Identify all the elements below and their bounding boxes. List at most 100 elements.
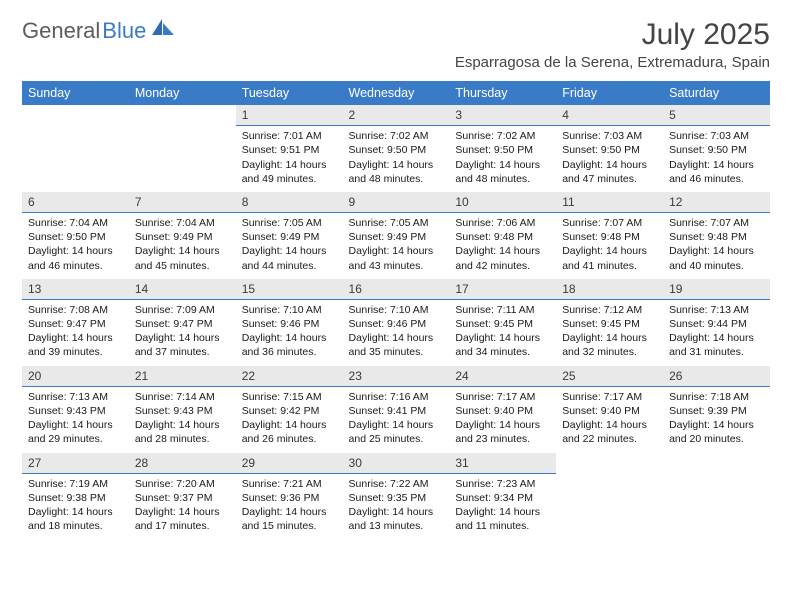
calendar-cell: 21Sunrise: 7:14 AMSunset: 9:43 PMDayligh…: [129, 366, 236, 453]
day-body: Sunrise: 7:06 AMSunset: 9:48 PMDaylight:…: [449, 213, 556, 279]
day-body: Sunrise: 7:03 AMSunset: 9:50 PMDaylight:…: [663, 126, 770, 192]
daylight-text-2: and 35 minutes.: [349, 345, 444, 359]
calendar-cell: 28Sunrise: 7:20 AMSunset: 9:37 PMDayligh…: [129, 453, 236, 540]
calendar-cell: 11Sunrise: 7:07 AMSunset: 9:48 PMDayligh…: [556, 192, 663, 279]
daylight-text-1: Daylight: 14 hours: [242, 244, 337, 258]
daylight-text-1: Daylight: 14 hours: [135, 331, 230, 345]
day-number: 21: [129, 366, 236, 387]
sunrise-text: Sunrise: 7:07 AM: [669, 216, 764, 230]
day-number: 3: [449, 105, 556, 126]
daylight-text-1: Daylight: 14 hours: [28, 418, 123, 432]
calendar-cell: 10Sunrise: 7:06 AMSunset: 9:48 PMDayligh…: [449, 192, 556, 279]
daylight-text-1: Daylight: 14 hours: [562, 331, 657, 345]
sunset-text: Sunset: 9:50 PM: [669, 143, 764, 157]
sunset-text: Sunset: 9:50 PM: [562, 143, 657, 157]
daylight-text-2: and 11 minutes.: [455, 519, 550, 533]
daylight-text-2: and 47 minutes.: [562, 172, 657, 186]
calendar-cell: .: [129, 105, 236, 192]
day-body: Sunrise: 7:19 AMSunset: 9:38 PMDaylight:…: [22, 474, 129, 540]
day-body: Sunrise: 7:18 AMSunset: 9:39 PMDaylight:…: [663, 387, 770, 453]
sunset-text: Sunset: 9:48 PM: [669, 230, 764, 244]
sunrise-text: Sunrise: 7:19 AM: [28, 477, 123, 491]
day-number: 10: [449, 192, 556, 213]
daylight-text-2: and 36 minutes.: [242, 345, 337, 359]
calendar-cell: 6Sunrise: 7:04 AMSunset: 9:50 PMDaylight…: [22, 192, 129, 279]
sunset-text: Sunset: 9:50 PM: [455, 143, 550, 157]
sunrise-text: Sunrise: 7:02 AM: [455, 129, 550, 143]
daylight-text-1: Daylight: 14 hours: [135, 418, 230, 432]
sunrise-text: Sunrise: 7:08 AM: [28, 303, 123, 317]
calendar-cell: 20Sunrise: 7:13 AMSunset: 9:43 PMDayligh…: [22, 366, 129, 453]
sunset-text: Sunset: 9:49 PM: [349, 230, 444, 244]
sunset-text: Sunset: 9:41 PM: [349, 404, 444, 418]
day-number: 12: [663, 192, 770, 213]
sunset-text: Sunset: 9:45 PM: [562, 317, 657, 331]
daylight-text-2: and 29 minutes.: [28, 432, 123, 446]
day-body: Sunrise: 7:01 AMSunset: 9:51 PMDaylight:…: [236, 126, 343, 192]
day-body: Sunrise: 7:10 AMSunset: 9:46 PMDaylight:…: [343, 300, 450, 366]
day-body: Sunrise: 7:05 AMSunset: 9:49 PMDaylight:…: [236, 213, 343, 279]
calendar-cell: 2Sunrise: 7:02 AMSunset: 9:50 PMDaylight…: [343, 105, 450, 192]
sunrise-text: Sunrise: 7:14 AM: [135, 390, 230, 404]
sunrise-text: Sunrise: 7:15 AM: [242, 390, 337, 404]
sunrise-text: Sunrise: 7:02 AM: [349, 129, 444, 143]
calendar-cell: 16Sunrise: 7:10 AMSunset: 9:46 PMDayligh…: [343, 279, 450, 366]
sunset-text: Sunset: 9:40 PM: [455, 404, 550, 418]
day-body: Sunrise: 7:07 AMSunset: 9:48 PMDaylight:…: [663, 213, 770, 279]
day-body: Sunrise: 7:02 AMSunset: 9:50 PMDaylight:…: [449, 126, 556, 192]
daylight-text-2: and 37 minutes.: [135, 345, 230, 359]
daylight-text-2: and 40 minutes.: [669, 259, 764, 273]
day-number: 2: [343, 105, 450, 126]
sunset-text: Sunset: 9:49 PM: [135, 230, 230, 244]
sunset-text: Sunset: 9:50 PM: [28, 230, 123, 244]
daylight-text-2: and 20 minutes.: [669, 432, 764, 446]
daylight-text-1: Daylight: 14 hours: [242, 331, 337, 345]
calendar-cell: 25Sunrise: 7:17 AMSunset: 9:40 PMDayligh…: [556, 366, 663, 453]
day-number: 24: [449, 366, 556, 387]
day-header: Friday: [556, 81, 663, 105]
day-body: Sunrise: 7:22 AMSunset: 9:35 PMDaylight:…: [343, 474, 450, 540]
day-body: Sunrise: 7:12 AMSunset: 9:45 PMDaylight:…: [556, 300, 663, 366]
daylight-text-1: Daylight: 14 hours: [242, 505, 337, 519]
day-body: Sunrise: 7:13 AMSunset: 9:44 PMDaylight:…: [663, 300, 770, 366]
month-title: July 2025: [455, 18, 770, 52]
daylight-text-2: and 39 minutes.: [28, 345, 123, 359]
logo: GeneralBlue: [22, 18, 176, 44]
sunset-text: Sunset: 9:34 PM: [455, 491, 550, 505]
sunrise-text: Sunrise: 7:01 AM: [242, 129, 337, 143]
daylight-text-1: Daylight: 14 hours: [455, 244, 550, 258]
sunset-text: Sunset: 9:44 PM: [669, 317, 764, 331]
sunrise-text: Sunrise: 7:06 AM: [455, 216, 550, 230]
calendar-cell: 4Sunrise: 7:03 AMSunset: 9:50 PMDaylight…: [556, 105, 663, 192]
calendar-cell: 30Sunrise: 7:22 AMSunset: 9:35 PMDayligh…: [343, 453, 450, 540]
day-number: 18: [556, 279, 663, 300]
day-number: 6: [22, 192, 129, 213]
day-number: 26: [663, 366, 770, 387]
calendar-cell: 3Sunrise: 7:02 AMSunset: 9:50 PMDaylight…: [449, 105, 556, 192]
daylight-text-1: Daylight: 14 hours: [28, 244, 123, 258]
sunrise-text: Sunrise: 7:07 AM: [562, 216, 657, 230]
sunset-text: Sunset: 9:38 PM: [28, 491, 123, 505]
daylight-text-2: and 26 minutes.: [242, 432, 337, 446]
daylight-text-2: and 23 minutes.: [455, 432, 550, 446]
calendar-cell: .: [22, 105, 129, 192]
day-number: 8: [236, 192, 343, 213]
day-header: Wednesday: [343, 81, 450, 105]
daylight-text-2: and 48 minutes.: [455, 172, 550, 186]
daylight-text-1: Daylight: 14 hours: [28, 505, 123, 519]
daylight-text-2: and 15 minutes.: [242, 519, 337, 533]
day-body: Sunrise: 7:03 AMSunset: 9:50 PMDaylight:…: [556, 126, 663, 192]
day-number: 17: [449, 279, 556, 300]
daylight-text-1: Daylight: 14 hours: [135, 244, 230, 258]
daylight-text-1: Daylight: 14 hours: [242, 418, 337, 432]
day-number: 4: [556, 105, 663, 126]
logo-text-blue: Blue: [102, 18, 146, 44]
sunset-text: Sunset: 9:49 PM: [242, 230, 337, 244]
daylight-text-1: Daylight: 14 hours: [349, 505, 444, 519]
day-number: 27: [22, 453, 129, 474]
day-body: Sunrise: 7:07 AMSunset: 9:48 PMDaylight:…: [556, 213, 663, 279]
sunrise-text: Sunrise: 7:05 AM: [242, 216, 337, 230]
daylight-text-2: and 46 minutes.: [28, 259, 123, 273]
sunrise-text: Sunrise: 7:17 AM: [455, 390, 550, 404]
sunrise-text: Sunrise: 7:10 AM: [242, 303, 337, 317]
